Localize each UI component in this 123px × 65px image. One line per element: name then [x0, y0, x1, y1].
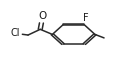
Text: O: O: [38, 11, 46, 21]
Text: Cl: Cl: [10, 28, 20, 38]
Text: F: F: [83, 13, 89, 23]
